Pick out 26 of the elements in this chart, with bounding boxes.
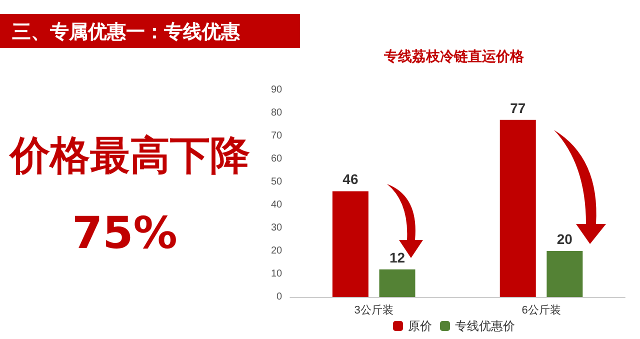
data-label: 46 xyxy=(342,171,358,188)
data-label: 77 xyxy=(510,100,526,116)
y-tick-label: 10 xyxy=(271,268,283,280)
legend-label: 专线优惠价 xyxy=(455,319,515,333)
y-tick-label: 60 xyxy=(271,154,283,164)
y-tick-label: 20 xyxy=(271,246,283,256)
x-tick-label: 3公斤装 xyxy=(354,304,394,316)
bar xyxy=(546,251,583,297)
bar xyxy=(379,269,416,297)
bar xyxy=(500,120,536,297)
y-tick-label: 30 xyxy=(271,222,283,234)
text: 75% xyxy=(72,208,178,259)
y-tick-label: 0 xyxy=(276,292,283,302)
text: 价格最高下降 xyxy=(10,132,250,181)
y-tick-label: 50 xyxy=(271,176,283,188)
y-tick-label: 90 xyxy=(271,84,283,96)
y-tick-label: 80 xyxy=(271,108,283,118)
x-tick-label: 6公斤装 xyxy=(522,304,561,316)
legend-label: 原价 xyxy=(408,319,432,333)
text: 三、专属优惠一：专线优惠 xyxy=(12,20,240,45)
data-label: 20 xyxy=(556,231,573,247)
bar xyxy=(332,191,368,297)
y-tick-label: 40 xyxy=(271,200,283,210)
chart-title: 专线荔枝冷链直运价格 xyxy=(383,48,525,64)
y-tick-label: 70 xyxy=(271,130,283,142)
data-label: 12 xyxy=(389,249,406,266)
